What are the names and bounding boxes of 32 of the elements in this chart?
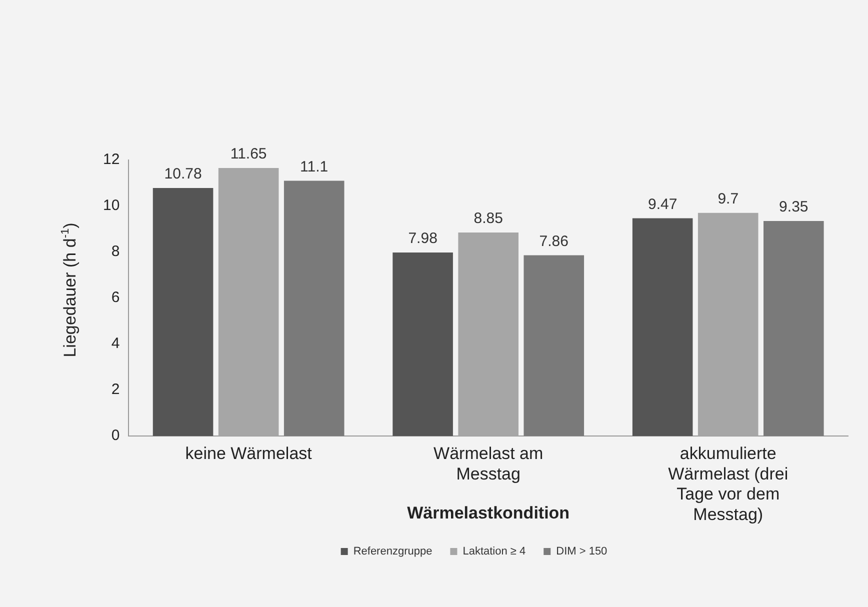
data-label: 7.98	[408, 230, 438, 248]
bar	[524, 255, 584, 436]
bar	[392, 252, 453, 436]
y-tick-label: 10	[102, 197, 120, 214]
data-label: 11.1	[300, 158, 328, 176]
data-label: 9.47	[648, 196, 678, 213]
legend-label: DIM > 150	[556, 546, 608, 558]
x-tick-label: Wärmelast am Messtag	[434, 444, 544, 484]
y-tick-label: 0	[111, 427, 120, 444]
bar	[218, 168, 279, 436]
x-axis-title: Wärmelastkondition	[407, 503, 570, 522]
bar	[152, 188, 214, 436]
data-label: 11.65	[230, 146, 267, 163]
bar	[458, 232, 518, 436]
x-tick-label: akkumulierte Wärmelast (drei Tage vor dem Messtag)	[668, 444, 788, 524]
y-tick-label: 12	[102, 151, 120, 168]
data-label: 8.85	[474, 210, 503, 228]
y-tick-label: 2	[111, 381, 120, 398]
bar	[698, 212, 758, 436]
legend-label: Referenzgruppe	[353, 546, 432, 558]
bar	[632, 218, 693, 436]
legend-label: Laktation ≥ 4	[462, 546, 526, 558]
data-label: 9.7	[718, 190, 739, 208]
y-tick-label: 4	[111, 335, 120, 352]
x-tick-label: keine Wärmelast	[185, 444, 312, 463]
data-label: 9.35	[779, 198, 808, 216]
y-tick-label: 6	[111, 289, 120, 306]
bar	[284, 180, 344, 436]
bar	[764, 220, 824, 436]
y-tick-label: 8	[111, 243, 120, 260]
data-label: 7.86	[539, 232, 568, 250]
data-label: 10.78	[164, 166, 202, 183]
